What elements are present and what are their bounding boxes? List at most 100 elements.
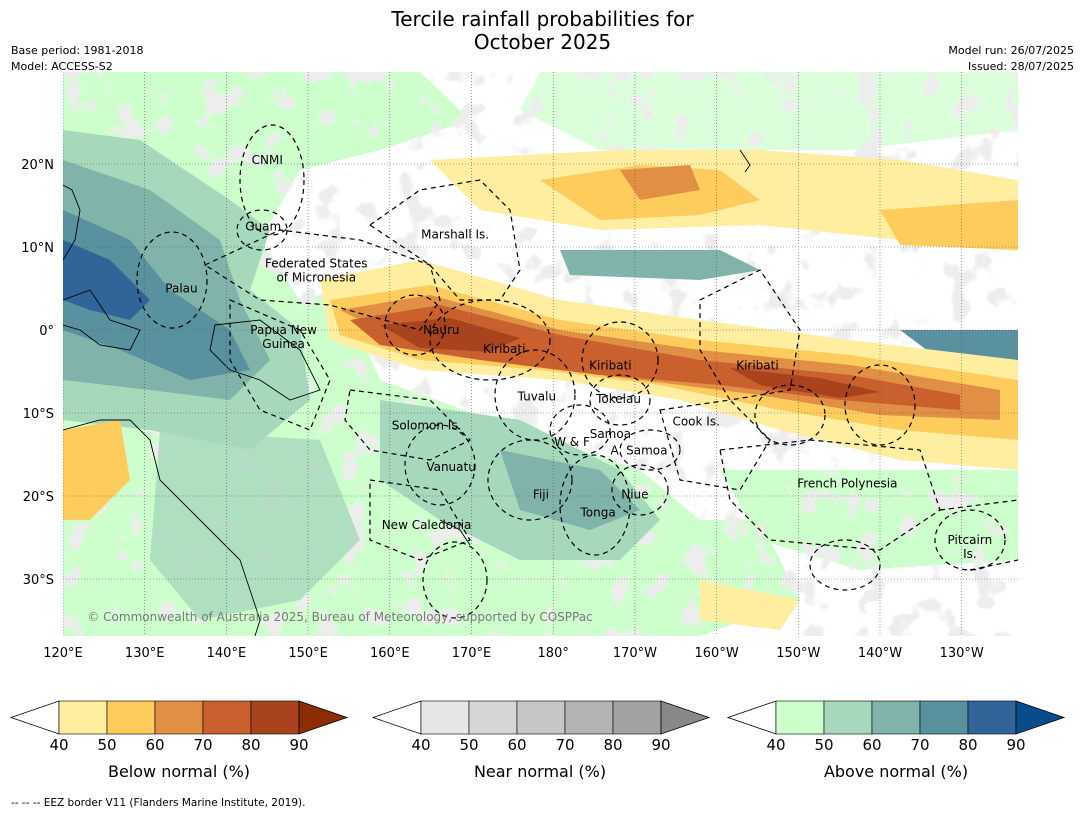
colorbar-under-arrow bbox=[9, 700, 60, 735]
region-label: Samoa bbox=[590, 427, 631, 441]
colorbar-tick: 90 bbox=[651, 736, 670, 754]
colorbar-tick: 40 bbox=[766, 736, 785, 754]
zone-below-50-australia bbox=[63, 420, 130, 520]
zone-below-80-kiribati bbox=[730, 368, 880, 398]
colorbar-tick: 70 bbox=[555, 736, 574, 754]
colorbars: 40 50 60 70 80 90 40 50 60 70 80 90 40 50 60 70 80 90 bbox=[9, 700, 1066, 754]
region-label: Tokelau bbox=[595, 392, 641, 406]
zone-above-80-west bbox=[63, 240, 150, 320]
gridlines bbox=[63, 72, 1018, 636]
zone-above-60-fiji bbox=[500, 450, 640, 530]
lon-tick-label: 160°E bbox=[370, 646, 410, 661]
eez-fsm bbox=[203, 229, 441, 331]
region-label: W & F bbox=[554, 435, 590, 449]
eez-new-caledonia bbox=[369, 479, 471, 561]
region-label: Fiji bbox=[533, 487, 549, 501]
eez-kiribati-gilbert bbox=[429, 299, 551, 381]
base-period: Base period: 1981-2018 bbox=[11, 44, 144, 57]
colorbar-tick: 70 bbox=[910, 736, 929, 754]
lat-tick-label: 20°S bbox=[23, 490, 54, 505]
colorbar-bin bbox=[775, 700, 825, 735]
lat-tick-label: 0° bbox=[39, 324, 54, 339]
lon-tick-label: 130°E bbox=[125, 646, 165, 661]
lon-tick-label: 170°E bbox=[452, 646, 492, 661]
lon-tick-label: 140°W bbox=[858, 646, 902, 661]
eez-palau bbox=[136, 231, 208, 329]
colorbar: 40 50 60 70 80 90 bbox=[371, 700, 711, 754]
colorbar-tick: 80 bbox=[241, 736, 260, 754]
colorbar-bin bbox=[154, 700, 204, 735]
zone-below-50-northeast bbox=[880, 200, 1018, 250]
coast-hawaii bbox=[739, 149, 751, 173]
lat-tick-label: 10°N bbox=[21, 241, 54, 256]
colorbar-over-arrow bbox=[298, 700, 349, 735]
colorbar-tick: 40 bbox=[49, 736, 68, 754]
eez-east-edges bbox=[939, 499, 1018, 571]
colorbar-tick: 50 bbox=[459, 736, 478, 754]
eez-cook bbox=[659, 399, 771, 491]
region-label: of Micronesia bbox=[276, 271, 356, 285]
colorbar-bin bbox=[612, 700, 662, 735]
eez-fiji bbox=[487, 439, 573, 521]
lon-tick-label: 160°W bbox=[695, 646, 739, 661]
zone-below-80-nauru bbox=[380, 318, 520, 352]
colorbar-tick: 80 bbox=[603, 736, 622, 754]
region-label: Pitcairn bbox=[948, 533, 993, 547]
zone-below-60-north bbox=[620, 165, 700, 200]
model-run: Model run: 26/07/2025 bbox=[948, 44, 1074, 57]
colorbar-bin bbox=[250, 700, 300, 735]
eez-wallis-futuna bbox=[549, 404, 611, 456]
eez-tokelau bbox=[589, 374, 651, 426]
coast-new-caledonia bbox=[439, 519, 471, 546]
region-label: Guam bbox=[245, 219, 281, 233]
lon-tick-label: 170°W bbox=[613, 646, 657, 661]
eez-austral bbox=[809, 539, 881, 591]
colorbar-near-label: Near normal (%) bbox=[473, 762, 607, 781]
map-title-line1: Tercile rainfall probabilities for bbox=[391, 7, 694, 31]
eez-kiribati-phoenix bbox=[581, 321, 659, 399]
colorbar-under-arrow bbox=[726, 700, 777, 735]
eez-solomon bbox=[344, 389, 472, 461]
coast-philippines bbox=[63, 184, 81, 261]
colorbar-bin bbox=[919, 700, 969, 735]
eez-marshall bbox=[368, 179, 521, 301]
colorbar-tick: 40 bbox=[411, 736, 430, 754]
eez-french-polynesia bbox=[719, 439, 941, 551]
lon-tick-label: 140°E bbox=[207, 646, 247, 661]
region-label: Tonga bbox=[580, 506, 616, 520]
issued-date: Issued: 28/07/2025 bbox=[967, 60, 1074, 73]
colorbar-bin bbox=[871, 700, 921, 735]
longitude-ticks: 120°E 130°E 140°E 150°E 160°E 170°E 180° 170°W 1… bbox=[43, 646, 984, 661]
zone-below-40-south bbox=[700, 580, 800, 630]
eez-png bbox=[229, 299, 331, 431]
eez-tuvalu bbox=[494, 349, 576, 441]
colorbar: 40 50 60 70 80 90 bbox=[9, 700, 349, 754]
region-label: Palau bbox=[165, 282, 197, 296]
eez-vanuatu bbox=[404, 424, 476, 506]
colorbar-over-arrow bbox=[1015, 700, 1066, 735]
model-name: Model: ACCESS-S2 bbox=[11, 60, 113, 73]
colorbar-bin bbox=[967, 700, 1017, 735]
lon-tick-label: 150°E bbox=[288, 646, 328, 661]
lon-tick-label: 180° bbox=[538, 646, 569, 661]
region-label: French Polynesia bbox=[797, 477, 897, 491]
lon-tick-label: 130°W bbox=[940, 646, 984, 661]
region-label: Kiribati bbox=[736, 359, 778, 373]
map-title-line2: October 2025 bbox=[473, 30, 612, 54]
colorbar-bin bbox=[564, 700, 614, 735]
region-label: Kiribati bbox=[483, 342, 525, 356]
eez-tonga bbox=[559, 454, 631, 556]
colorbar-tick: 50 bbox=[814, 736, 833, 754]
eez-legend-footer: -- -- -- EEZ border V11 (Flanders Marine… bbox=[11, 797, 306, 809]
zone-above-70-east bbox=[900, 330, 1018, 365]
region-label: Federated States bbox=[265, 257, 367, 271]
coast-australia bbox=[63, 419, 261, 636]
colorbar-tick: 60 bbox=[145, 736, 164, 754]
region-label: Marshall Is. bbox=[421, 228, 489, 242]
region-label: Vanuatu bbox=[426, 460, 476, 474]
eez-norfolk bbox=[422, 541, 488, 619]
zone-above-60-itcz bbox=[560, 250, 760, 280]
region-label: Solomon Is. bbox=[392, 418, 462, 432]
